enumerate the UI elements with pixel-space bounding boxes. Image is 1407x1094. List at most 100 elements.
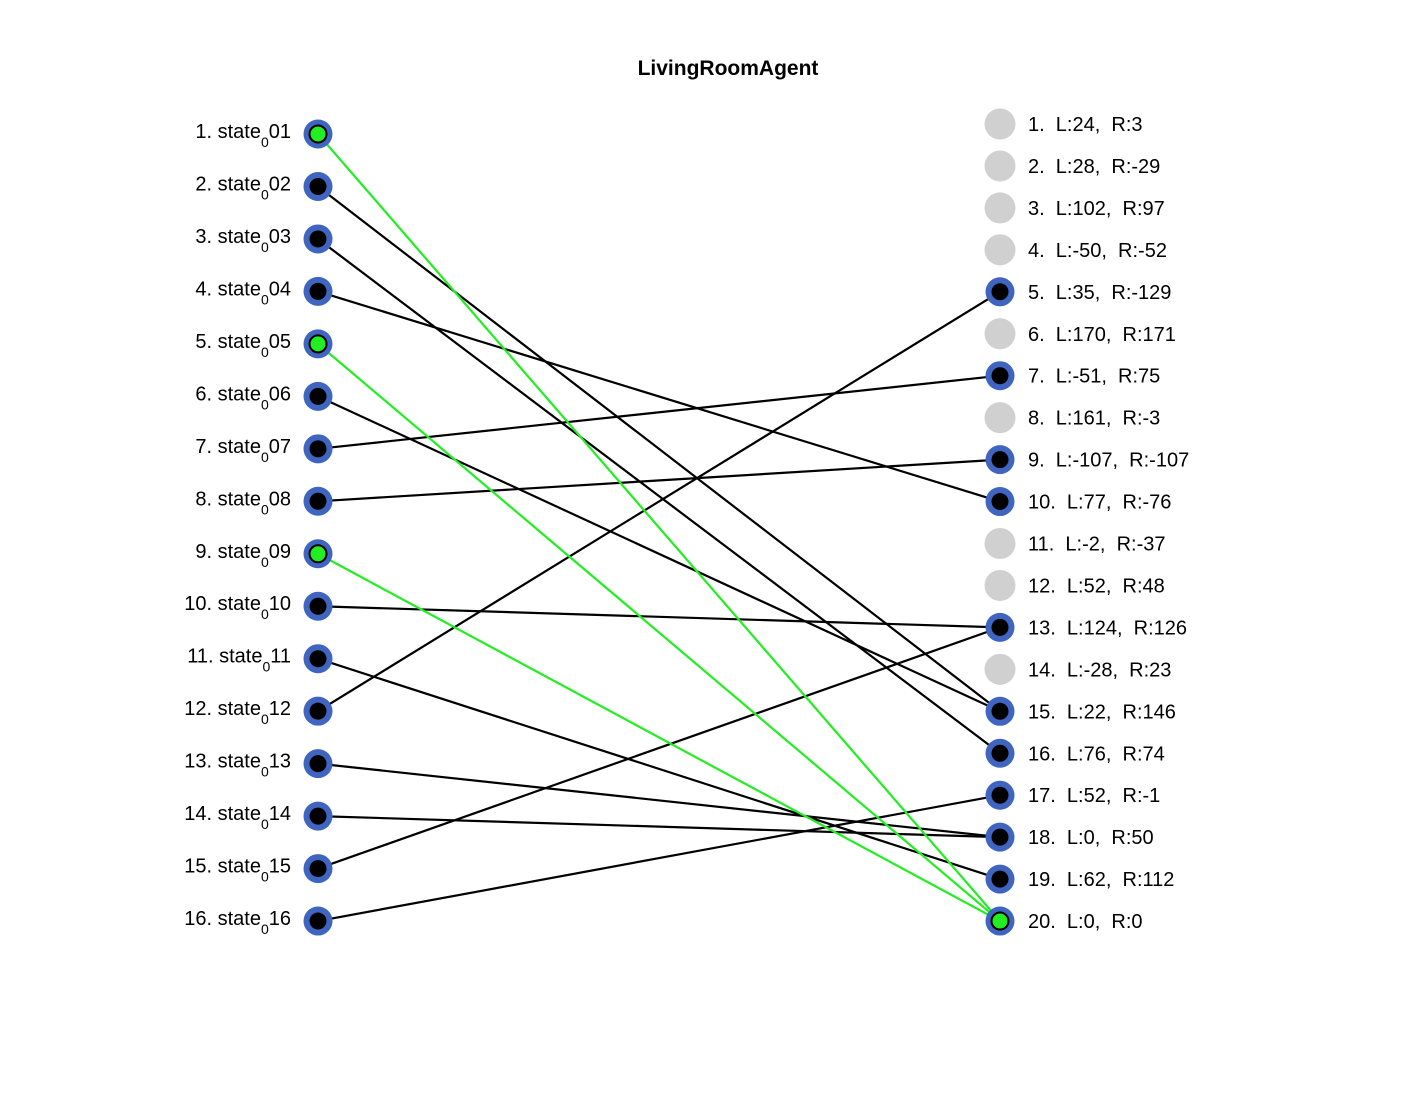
right-node-inactive-dot (984, 234, 1016, 266)
left-node-dot (309, 492, 327, 510)
left-node-suffix: 15 (269, 856, 291, 878)
left-node-6: 6. state006 (195, 381, 333, 412)
left-node-suffix: 01 (269, 121, 291, 143)
left-node-base: state (218, 278, 261, 300)
edge-7 (317, 374, 1001, 450)
left-node-subscript: 0 (261, 449, 269, 465)
left-node-index: 5. (195, 331, 217, 353)
left-node-label: 2. state002 (195, 173, 291, 202)
right-node-label: 15. L:22, R:146 (1028, 701, 1176, 723)
left-node-8: 8. state008 (195, 486, 333, 517)
left-node-index: 12. (184, 698, 217, 720)
left-node-dot (309, 755, 327, 773)
right-node-label: 10. L:77, R:-76 (1028, 492, 1171, 514)
right-node-label: 16. L:76, R:74 (1028, 743, 1165, 765)
left-node-3: 3. state003 (195, 224, 333, 255)
right-node-inactive-dot (984, 653, 1016, 685)
left-node-10: 10. state010 (184, 591, 333, 622)
right-node-inactive-dot (984, 150, 1016, 182)
right-node-label: 12. L:52, R:48 (1028, 575, 1165, 597)
left-node-label: 14. state014 (184, 803, 291, 832)
right-node-3: 3. L:102, R:97 (984, 192, 1165, 224)
left-node-dot (309, 860, 327, 878)
left-node-subscript: 0 (261, 554, 269, 570)
left-node-suffix: 02 (269, 173, 291, 195)
left-node-index: 9. (195, 541, 217, 563)
right-node-17: 17. L:52, R:-1 (985, 780, 1160, 810)
left-node-base: state (218, 331, 261, 353)
right-node-label: 7. L:-51, R:75 (1028, 366, 1160, 388)
right-node-4: 4. L:-50, R:-52 (984, 234, 1167, 266)
edge-10 (317, 605, 1001, 629)
left-node-dot (309, 177, 327, 195)
left-node-dot (309, 807, 327, 825)
edge-9 (317, 552, 1001, 923)
left-node-base: state (218, 436, 261, 458)
right-node-dot (990, 911, 1010, 931)
left-node-label: 3. state003 (195, 226, 291, 255)
right-node-label: 17. L:52, R:-1 (1028, 785, 1160, 807)
left-node-base: state (218, 488, 261, 510)
left-node-suffix: 12 (269, 698, 291, 720)
left-node-7: 7. state007 (195, 434, 333, 465)
left-node-dot (309, 597, 327, 615)
left-node-subscript: 0 (261, 291, 269, 307)
right-node-label: 4. L:-50, R:-52 (1028, 240, 1167, 262)
left-node-suffix: 07 (269, 436, 291, 458)
right-node-label: 1. L:24, R:3 (1028, 114, 1143, 136)
left-node-base: state (218, 698, 261, 720)
left-node-dot (309, 282, 327, 300)
diagram-title: LivingRoomAgent (638, 57, 819, 80)
right-node-dot (991, 702, 1009, 720)
left-node-dot (308, 544, 328, 564)
right-node-8: 8. L:161, R:-3 (984, 402, 1160, 434)
right-node-label: 2. L:28, R:-29 (1028, 156, 1160, 178)
left-node-14: 14. state014 (184, 801, 333, 832)
edge-6 (317, 395, 1001, 713)
left-node-index: 6. (195, 383, 217, 405)
left-node-suffix: 08 (269, 488, 291, 510)
right-node-16: 16. L:76, R:74 (985, 738, 1165, 768)
left-node-base: state (218, 173, 261, 195)
right-node-20: 20. L:0, R:0 (985, 906, 1143, 936)
right-node-19: 19. L:62, R:112 (985, 864, 1174, 894)
right-node-11: 11. L:-2, R:-37 (984, 528, 1165, 559)
left-node-base: state (219, 646, 262, 668)
left-node-suffix: 09 (269, 541, 291, 563)
right-node-dot (991, 870, 1009, 888)
right-node-5: 5. L:35, R:-129 (985, 277, 1171, 307)
left-node-suffix: 11 (270, 646, 291, 668)
left-node-index: 13. (184, 751, 217, 773)
left-node-dot (309, 387, 327, 405)
left-node-base: state (218, 593, 261, 615)
left-node-subscript: 0 (262, 659, 270, 675)
left-node-1: 1. state001 (195, 119, 333, 150)
right-node-label: 3. L:102, R:97 (1028, 198, 1165, 220)
left-node-index: 16. (184, 908, 217, 930)
left-node-subscript: 0 (261, 764, 269, 780)
right-node-label: 11. L:-2, R:-37 (1028, 534, 1165, 556)
right-node-inactive-dot (984, 108, 1016, 140)
left-node-index: 2. (195, 173, 217, 195)
left-node-suffix: 16 (269, 908, 291, 930)
left-node-15: 15. state015 (184, 854, 333, 885)
right-node-9: 9. L:-107, R:-107 (985, 445, 1189, 475)
left-node-label: 9. state009 (195, 541, 291, 570)
right-node-label: 13. L:124, R:126 (1028, 617, 1187, 639)
left-node-dot (309, 650, 327, 668)
left-node-label: 13. state013 (184, 751, 291, 780)
left-node-suffix: 04 (269, 278, 291, 300)
right-node-label: 9. L:-107, R:-107 (1028, 450, 1189, 472)
left-node-suffix: 10 (269, 593, 291, 615)
left-node-subscript: 0 (261, 606, 269, 622)
right-node-dot (991, 451, 1009, 469)
left-node-suffix: 14 (269, 803, 291, 825)
left-node-index: 8. (195, 488, 217, 510)
left-node-label: 4. state004 (195, 278, 291, 307)
edge-15 (317, 626, 1001, 870)
left-node-suffix: 05 (269, 331, 291, 353)
left-node-suffix: 06 (269, 383, 291, 405)
edge-1 (317, 133, 1001, 922)
left-node-4: 4. state004 (195, 276, 333, 307)
